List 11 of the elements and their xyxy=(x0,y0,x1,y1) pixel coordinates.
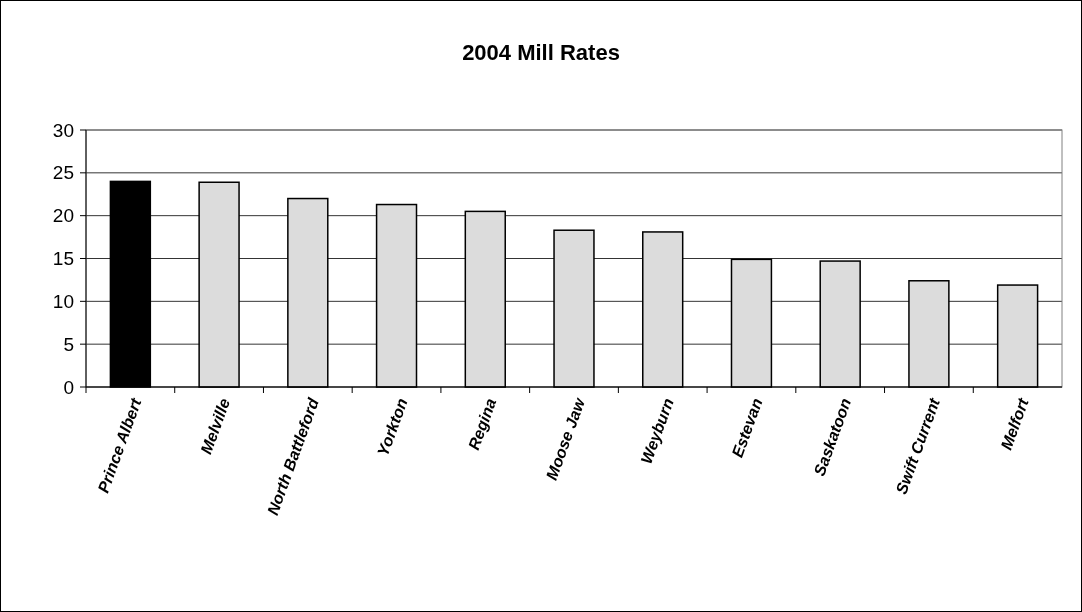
x-tick-label: Prince Albert xyxy=(94,395,145,495)
y-tick-label: 25 xyxy=(52,162,74,184)
chart-title: 2004 Mill Rates xyxy=(462,40,620,65)
y-tick-label: 5 xyxy=(63,333,74,355)
x-tick-label: Regina xyxy=(465,396,500,453)
y-tick-label: 15 xyxy=(52,248,74,270)
y-tick-label: 30 xyxy=(52,119,74,141)
y-tick-label: 10 xyxy=(52,290,74,312)
y-tick-label: 0 xyxy=(63,376,74,398)
y-tick-label: 20 xyxy=(52,205,74,227)
x-tick-label: Moose Jaw xyxy=(542,394,589,483)
